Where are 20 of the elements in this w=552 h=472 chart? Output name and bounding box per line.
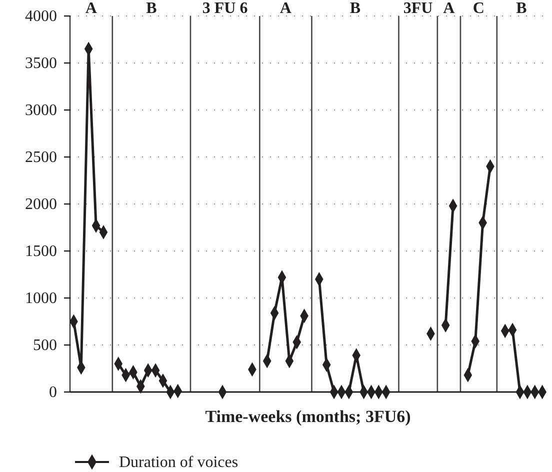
annotation: 3FU: [403, 0, 434, 17]
y-tick-label: 1500: [25, 243, 57, 260]
annotation: C: [472, 0, 484, 17]
annotation: 3 FU 6: [202, 0, 248, 17]
y-tick-label: 2500: [25, 149, 57, 166]
annotation: A: [443, 0, 456, 17]
annotation: A: [280, 0, 292, 17]
annotation: B: [350, 0, 361, 17]
y-tick-label: 4000: [25, 8, 57, 26]
annotation: B: [516, 0, 528, 17]
y-tick-label: 0: [49, 384, 57, 402]
y-tick-label: 1000: [25, 290, 57, 308]
annotation: A: [85, 0, 98, 17]
y-tick-label: 2000: [25, 196, 57, 214]
y-tick-label: 3000: [25, 102, 57, 120]
x-axis-title: Time-weeks (months; 3FU6): [205, 407, 411, 426]
y-tick-label: 3500: [25, 55, 57, 72]
annotation: B: [146, 0, 158, 17]
y-tick-label: 500: [33, 337, 57, 354]
legend-label: Duration of voices: [119, 454, 238, 471]
